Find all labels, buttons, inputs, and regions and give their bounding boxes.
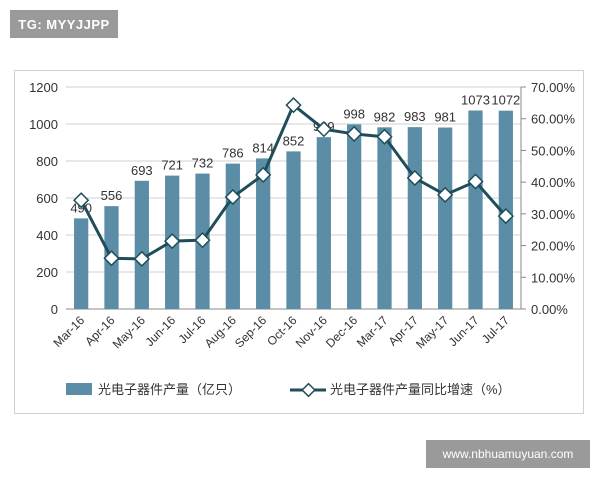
bar — [316, 137, 331, 309]
bar-data-label: 1072 — [491, 93, 520, 108]
line-point-marker — [164, 232, 181, 250]
bar-data-label: 852 — [283, 133, 305, 148]
bar — [134, 180, 149, 309]
bar — [468, 110, 483, 310]
line-point-marker — [437, 186, 454, 203]
left-tick-label: 1200 — [29, 80, 58, 95]
left-tick-label: 600 — [36, 191, 58, 206]
line-point-marker — [376, 128, 393, 145]
left-tick-label: 0 — [51, 302, 58, 317]
bar — [438, 127, 453, 309]
bar-data-label: 981 — [434, 110, 456, 125]
right-tick-label: 50.00% — [531, 143, 576, 158]
bar-data-label: 1073 — [461, 92, 490, 107]
x-tick-label: May-17 — [413, 313, 451, 351]
bar-data-label: 732 — [192, 156, 214, 171]
x-tick-label: Sep-16 — [232, 313, 269, 350]
x-tick-label: May-16 — [110, 313, 148, 351]
bar — [407, 127, 422, 310]
bar-data-label: 693 — [131, 163, 153, 178]
bar — [377, 127, 392, 309]
x-tick-label: Jul-17 — [479, 313, 512, 346]
chart-frame — [14, 70, 584, 414]
left-tick-label: 200 — [36, 265, 58, 280]
bar-data-label: 983 — [404, 109, 426, 124]
x-tick-label: Mar-17 — [354, 313, 391, 350]
right-tick-label: 40.00% — [531, 175, 576, 190]
bar — [286, 151, 301, 309]
bar-data-label: 814 — [252, 140, 274, 155]
legend-bar-label: 光电子器件产量（亿只） — [98, 382, 241, 397]
right-tick-label: 10.00% — [531, 270, 576, 285]
bar — [347, 124, 362, 310]
right-tick-label: 30.00% — [531, 207, 576, 222]
left-tick-label: 1000 — [29, 117, 58, 132]
watermark-bottom-right: www.nbhuamuyuan.com — [426, 440, 590, 468]
x-tick-label: Dec-16 — [323, 313, 360, 350]
bar-data-label: 721 — [161, 158, 183, 173]
line-point-marker — [497, 207, 514, 225]
bar-data-label: 786 — [222, 146, 244, 161]
watermark-top-left: TG: MYYJJPP — [10, 10, 118, 38]
x-tick-label: Jun-17 — [446, 313, 482, 349]
legend-bar-swatch — [66, 383, 92, 395]
bar — [225, 163, 240, 309]
line-point-marker — [346, 125, 363, 143]
right-tick-label: 60.00% — [531, 112, 576, 127]
bar — [74, 218, 89, 309]
x-tick-label: Nov-16 — [293, 313, 330, 350]
right-tick-label: 20.00% — [531, 239, 576, 254]
line-point-marker — [406, 169, 423, 187]
x-tick-label: Aug-16 — [202, 313, 239, 350]
bar-data-label: 982 — [374, 109, 396, 124]
left-tick-label: 800 — [36, 154, 58, 169]
right-tick-label: 70.00% — [531, 80, 576, 95]
right-tick-label: 0.00% — [531, 302, 568, 317]
line-point-marker — [133, 250, 150, 268]
bar-data-label: 998 — [343, 106, 365, 121]
x-tick-label: Jun-16 — [142, 313, 178, 349]
bar-data-label: 556 — [101, 188, 123, 203]
line-point-marker — [73, 192, 90, 209]
line-point-marker — [285, 96, 302, 114]
line-point-marker — [194, 232, 211, 249]
left-tick-label: 400 — [36, 228, 58, 243]
legend-line-marker — [301, 382, 316, 398]
line-point-marker — [224, 188, 241, 206]
x-tick-label: Mar-16 — [51, 313, 88, 350]
line-point-marker — [255, 166, 272, 183]
line-point-marker — [103, 250, 120, 267]
line-point-marker — [315, 121, 332, 138]
line-point-marker — [467, 173, 484, 190]
bar — [256, 158, 271, 309]
legend-line-label: 光电子器件产量同比增速（%） — [330, 382, 511, 397]
